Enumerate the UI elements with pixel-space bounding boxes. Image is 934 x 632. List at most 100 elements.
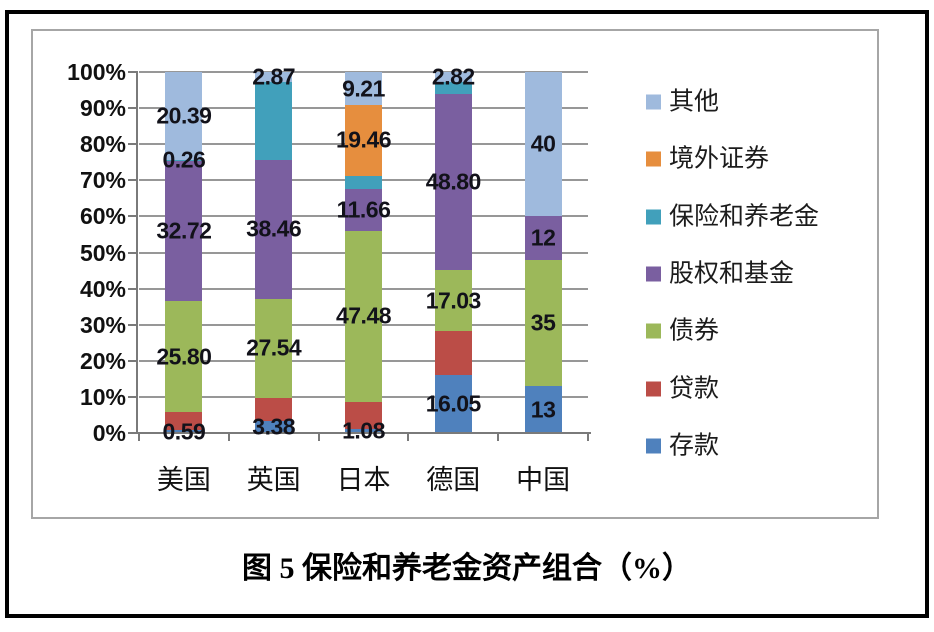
bar-中国 (524, 72, 562, 433)
data-label: 19.46 (335, 126, 392, 153)
data-label: 47.48 (335, 302, 392, 329)
y-axis-tick-label: 50% (79, 239, 126, 266)
legend-swatch-icon (646, 381, 661, 396)
bar-segment (345, 175, 382, 189)
y-axis-tick-label: 20% (79, 347, 126, 374)
legend-item-label: 贷款 (669, 375, 720, 402)
bar-segment (255, 298, 293, 399)
bar-segment (434, 375, 472, 433)
data-label: 9.21 (342, 75, 385, 102)
bar-segment (434, 331, 472, 376)
data-label: 0.59 (162, 418, 206, 445)
y-axis-tick-label: 100% (67, 59, 126, 85)
bar-美国 (165, 72, 203, 433)
bar-segment (255, 398, 293, 421)
bar-日本 (345, 72, 382, 433)
bar-segment (345, 402, 382, 430)
bar-segment (345, 188, 382, 231)
x-axis-line (136, 432, 591, 434)
x-axis-tick (138, 434, 140, 441)
legend-item-label: 股权和基金 (669, 260, 795, 288)
legend-item: 股权和基金 (646, 261, 794, 286)
bar-segment (255, 82, 293, 160)
bar-segment (165, 412, 203, 431)
bar-segment (524, 72, 562, 217)
category-label: 日本 (336, 465, 391, 495)
y-axis-tick (128, 323, 137, 326)
x-axis-tick (407, 434, 410, 441)
legend-item: 其他 (646, 90, 719, 115)
y-axis-tick-label: 40% (79, 275, 126, 302)
data-label: 35 (530, 309, 556, 336)
bar-segment (345, 230, 382, 403)
y-axis-tick-label: 60% (79, 203, 126, 230)
legend-item-label: 境外证券 (669, 145, 770, 173)
x-axis-tick (587, 434, 589, 441)
data-label: 25.80 (156, 343, 212, 370)
bar-德国 (434, 72, 472, 433)
category-label: 英国 (246, 465, 301, 495)
data-label: 11.66 (336, 196, 391, 223)
y-axis-tick (128, 395, 137, 398)
y-axis-line (136, 71, 138, 434)
legend-swatch-icon (646, 94, 661, 110)
data-label: 13 (530, 396, 556, 423)
data-label: 38.46 (246, 215, 302, 242)
data-label: 3.38 (252, 413, 296, 440)
y-axis-tick-label: 10% (79, 383, 126, 410)
bar-segment (345, 429, 382, 433)
bar-segment (524, 386, 562, 433)
y-axis-tick (128, 287, 137, 290)
bar-segment (165, 301, 203, 412)
y-axis-tick (128, 432, 137, 434)
data-label: 12 (530, 224, 556, 251)
data-label: 17.03 (425, 287, 482, 314)
y-axis-tick (128, 251, 137, 254)
y-axis-tick (128, 179, 137, 182)
data-label: 27.54 (246, 334, 302, 361)
plot-area: 0.59 25.80 32.72 0.26 20.39 3.38 27.54 38.46 2.8… (139, 64, 588, 444)
data-label: 40 (530, 130, 556, 157)
legend-item: 债券 (646, 319, 719, 344)
y-axis-tick-label: 90% (79, 95, 126, 122)
bar-segment (434, 93, 472, 270)
legend-item: 境外证券 (646, 147, 769, 172)
y-axis-tick-label: 30% (79, 311, 126, 338)
bar-segment (524, 216, 562, 260)
legend-item: 保险和养老金 (646, 204, 819, 229)
legend-swatch-icon (646, 209, 661, 225)
bar-segment (434, 72, 472, 83)
bar-segment (524, 259, 562, 387)
bar-segment (165, 430, 203, 433)
bar-segment (345, 72, 382, 106)
bar-segment (165, 160, 203, 302)
category-label: 德国 (426, 465, 481, 495)
data-label: 0.26 (162, 146, 206, 173)
bar-segment (255, 159, 293, 299)
gridline (139, 71, 588, 73)
legend-swatch-icon (646, 266, 661, 282)
y-axis-tick-label: 70% (79, 167, 126, 194)
bar-segment (165, 159, 203, 161)
bar-segment (165, 72, 203, 160)
x-axis-tick (497, 434, 500, 441)
bar-segment (345, 105, 382, 176)
data-label: 20.39 (156, 102, 212, 129)
bar-segment (434, 82, 472, 94)
data-label: 2.87 (252, 63, 296, 90)
y-axis-tick (128, 359, 137, 362)
figure-caption: 图 5 保险和养老金资产组合（%） (242, 552, 692, 585)
data-label: 32.72 (156, 217, 212, 244)
legend-item-label: 其他 (669, 88, 720, 116)
y-axis-tick (128, 215, 137, 218)
y-axis-tick-label: 80% (79, 131, 126, 158)
x-axis-tick (317, 434, 320, 441)
legend-item-label: 存款 (669, 432, 720, 460)
legend-swatch-icon (646, 438, 661, 454)
category-label: 中国 (516, 465, 571, 495)
data-label: 2.82 (431, 63, 475, 90)
x-axis-tick (227, 434, 230, 441)
data-label: 16.05 (425, 390, 482, 417)
legend-swatch-icon (646, 323, 661, 339)
